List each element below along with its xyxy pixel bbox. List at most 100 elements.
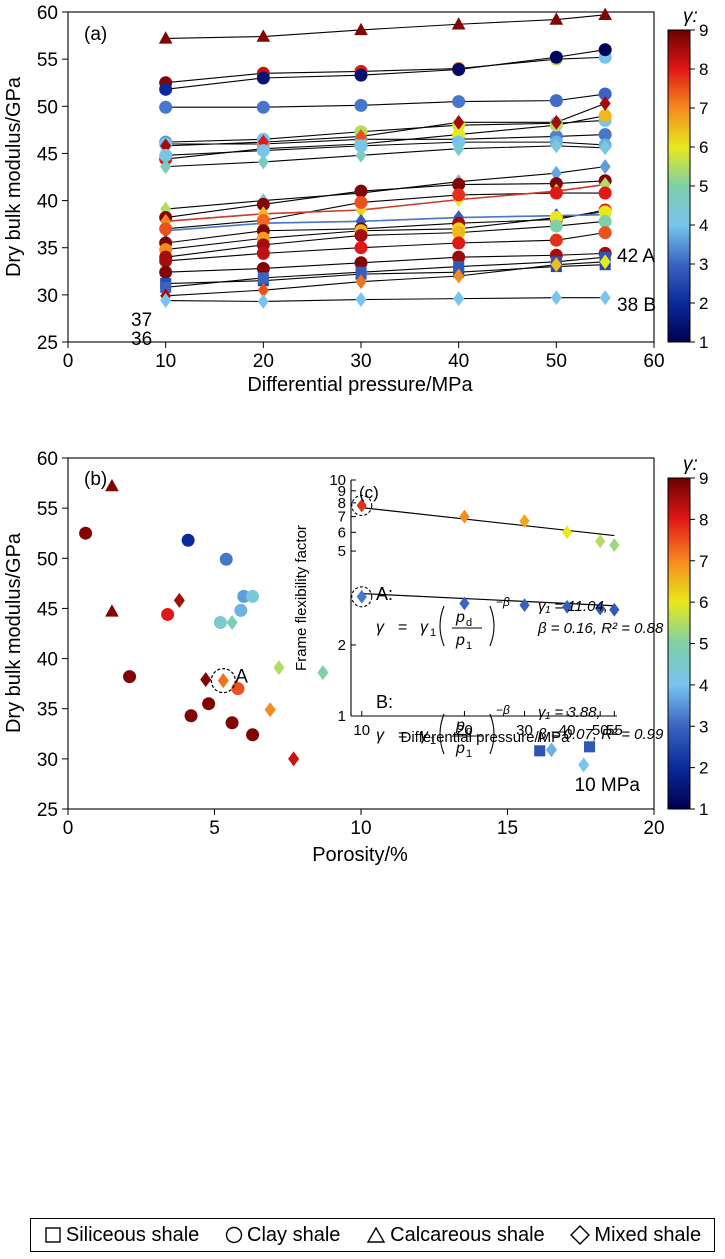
point-a-22-2 [355, 274, 367, 290]
point-a-14-0 [159, 222, 173, 236]
point-c-A-4 [595, 534, 606, 549]
point-b-15 [273, 660, 285, 676]
equation-A-exponent: −β [496, 595, 510, 609]
point-a-13-2 [355, 213, 367, 229]
panel-a-series-lines [165, 14, 606, 303]
c-ytick-label-8: 8 [338, 495, 346, 512]
point-a-23-3 [453, 291, 465, 307]
b-ytick-label-60: 60 [37, 449, 58, 470]
equation-A-p1: p [455, 632, 465, 649]
series-line-15 [165, 209, 606, 244]
c-xtick-label-40: 40 [559, 722, 576, 739]
point-a-22-3 [453, 268, 465, 284]
panel-a-ylabel: Dry bulk modulus/GPa [3, 76, 25, 277]
series-line-9 [165, 145, 606, 168]
equation-A-lparen [439, 605, 445, 647]
point-a-22-4 [550, 257, 562, 273]
point-b-0 [105, 478, 119, 492]
point-c-B-2 [519, 598, 530, 613]
series-line-20 [165, 264, 606, 285]
panel-c-label: (c) [359, 483, 379, 502]
cb-b-ticks-tick-label-4: 4 [699, 676, 708, 695]
point-a-5-5 [598, 128, 612, 142]
c-xtick-label-30: 30 [516, 722, 533, 739]
legend-item-clay: Clay shale [225, 1224, 340, 1247]
point-a-3-3 [452, 95, 466, 109]
point-c-B-5 [609, 602, 620, 617]
annotation-42A: 42 A [617, 246, 655, 267]
series-line-11 [165, 180, 606, 219]
a-ytick-label-60: 60 [37, 3, 58, 24]
point-a-18-5 [598, 226, 612, 240]
point-a-19-1 [256, 261, 270, 275]
point-a-0-1 [256, 29, 271, 42]
c-ytick-label-10: 10 [329, 472, 346, 489]
c-xtick-label-55: 55 [606, 722, 623, 739]
annotation-36: 36 [131, 329, 152, 350]
panel-a: 0 10 20 30 40 50 60 25 30 35 40 45 50 55 60 (a) Differ… [3, 3, 665, 396]
equation-A-label: A: [376, 584, 393, 604]
point-a-21-2 [355, 266, 367, 278]
colorbar-a-title: γ: [683, 6, 698, 27]
point-a-18-2 [354, 241, 368, 255]
point-a-19-2 [354, 256, 368, 270]
cb-a-ticks-tick-label-6: 6 [699, 138, 708, 157]
a-xtick-label-50: 50 [546, 351, 567, 372]
point-a-7-2 [355, 128, 367, 144]
equation-B-gamma1: γ [420, 727, 429, 744]
point-a-14-2 [354, 195, 368, 209]
point-a-18-4 [549, 233, 563, 247]
cb-a-ticks-tick-label-2: 2 [699, 294, 708, 313]
panel-a-ticks: 0 10 20 30 40 50 60 25 30 35 40 45 50 55 60 [37, 3, 665, 372]
point-b-31 [545, 742, 557, 758]
point-b-16 [317, 665, 329, 681]
series-line-0 [165, 14, 606, 39]
point-a-17-5 [598, 214, 612, 228]
legend-label-mixed: Mixed shale [594, 1223, 702, 1246]
equation-B-gamma1-sub: 1 [430, 735, 436, 747]
diamond-icon [570, 1225, 591, 1245]
point-b-14 [217, 673, 229, 689]
point-a-21-3 [453, 261, 465, 273]
point-c-B-3 [562, 599, 573, 614]
square-icon [45, 1227, 61, 1243]
point-a-10-4 [550, 165, 562, 181]
cb-b-ticks-tick-label-1: 1 [699, 800, 708, 819]
colorbar-a: γ: 1 2 3 4 5 6 7 8 9 [667, 6, 708, 352]
point-a-18-1 [256, 246, 270, 260]
ring-c-B [351, 586, 373, 608]
point-b-11 [226, 614, 238, 630]
point-a-16-5 [598, 205, 612, 219]
point-a-11-2 [354, 184, 368, 198]
a-xtick-label-10: 10 [155, 351, 176, 372]
cb-a-ticks-tick-label-9: 9 [699, 21, 708, 40]
point-a-14-3 [452, 188, 466, 202]
point-a-17-3 [452, 226, 466, 240]
point-a-11-3 [452, 178, 466, 192]
highlight-line-42 [165, 183, 606, 223]
a-xtick-label-30: 30 [350, 351, 371, 372]
c-ytick-label-1: 1 [338, 708, 346, 725]
series-line-2 [165, 49, 606, 90]
series-line-1 [165, 56, 606, 84]
point-a-3-2 [354, 98, 368, 112]
point-b-2 [181, 533, 195, 547]
b-ytick-label-55: 55 [37, 499, 58, 520]
a-ytick-label-30: 30 [37, 286, 58, 307]
legend-label-calcareous: Calcareous shale [390, 1223, 545, 1246]
b-ytick-label-30: 30 [37, 750, 58, 771]
b-xtick-label-20: 20 [643, 818, 664, 839]
point-c-A-1 [459, 509, 470, 524]
panel-a-xlabel: Differential pressure/MPa [247, 374, 473, 396]
point-c-A-2 [519, 514, 530, 528]
highlight-ring-A [210, 668, 236, 694]
legend-item-mixed: Mixed shale [570, 1224, 701, 1247]
b-ytick-label-50: 50 [37, 549, 58, 570]
point-b-34 [578, 757, 590, 773]
point-b-1 [79, 526, 93, 540]
point-c-A-0 [356, 498, 367, 513]
point-b-8 [161, 607, 175, 621]
point-a-0-5 [598, 7, 612, 21]
point-a-6-5 [598, 109, 612, 123]
